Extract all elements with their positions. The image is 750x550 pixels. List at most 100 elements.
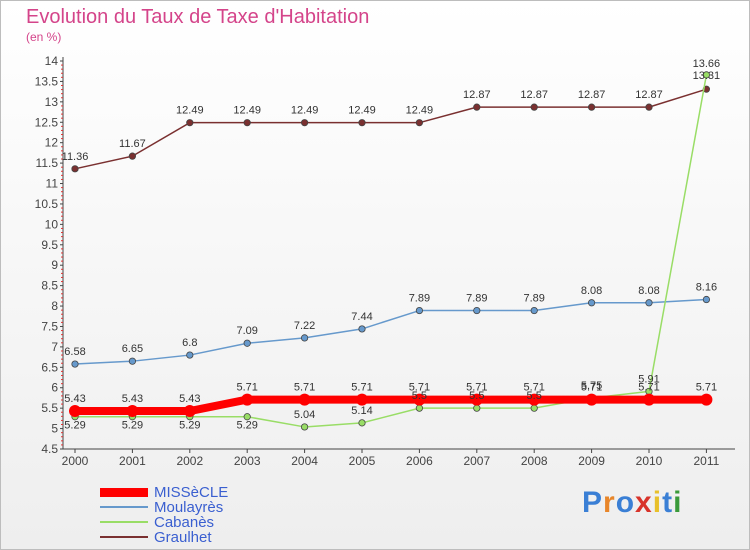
data-label: 8.08 <box>638 285 659 297</box>
data-label: 11.36 <box>62 151 89 163</box>
legend-label: Cabanès <box>154 513 215 531</box>
legend-swatch <box>100 521 148 523</box>
x-tick-label: 2000 <box>62 454 89 468</box>
data-label: 5.04 <box>294 409 315 421</box>
data-point <box>71 360 79 368</box>
data-label: 8.16 <box>696 282 717 294</box>
series-line <box>71 395 711 416</box>
data-label: 5.14 <box>351 405 372 417</box>
x-tick-label: 2002 <box>176 454 203 468</box>
y-tick-label: 4.5 <box>41 442 58 456</box>
y-tick-label: 10 <box>45 217 59 231</box>
data-label: 5.29 <box>179 420 200 432</box>
data-point <box>71 165 79 173</box>
legend-label: MISSèCLE <box>154 483 229 501</box>
brand-letter: r <box>603 486 616 519</box>
data-point <box>358 419 366 427</box>
data-point <box>700 393 713 406</box>
data-point <box>587 299 596 307</box>
data-point <box>69 405 81 418</box>
data-label: 5.71 <box>696 382 717 394</box>
x-tick-label: 2011 <box>693 454 719 468</box>
data-point <box>243 119 251 127</box>
y-tick-label: 7 <box>51 340 58 354</box>
data-label: 5.71 <box>236 382 257 394</box>
data-label: 5.5 <box>469 390 484 402</box>
data-label: 13.66 <box>693 58 721 70</box>
data-point <box>186 351 194 359</box>
brand-letter: i <box>673 486 683 519</box>
data-point <box>126 405 139 418</box>
x-tick-label: 2007 <box>463 454 490 468</box>
chart-title: Evolution du Taux de Taxe d'Habitation <box>26 6 370 28</box>
data-point <box>358 325 366 333</box>
data-label: 7.89 <box>409 293 430 305</box>
y-tick-label: 13.5 <box>35 74 59 88</box>
data-label: 8.08 <box>581 285 602 297</box>
legend-item: Cabanès <box>100 513 215 531</box>
data-point <box>587 103 596 111</box>
data-point <box>298 393 311 406</box>
data-point <box>473 306 481 315</box>
data-point <box>702 71 711 79</box>
data-label: 5.71 <box>409 382 430 394</box>
series-line <box>74 298 708 365</box>
legend-label: Graulhet <box>154 528 212 546</box>
x-tick-label: 2008 <box>521 454 548 468</box>
brand-letter: i <box>652 486 663 519</box>
y-tick-label: 5.5 <box>41 401 58 415</box>
x-tick-label: 2003 <box>234 454 261 468</box>
y-tick-label: 14 <box>45 54 59 68</box>
data-point <box>530 404 538 412</box>
data-point <box>413 393 426 406</box>
legend-swatch <box>100 487 148 497</box>
data-point <box>243 413 251 421</box>
data-label: 5.71 <box>638 382 659 394</box>
series-line <box>74 88 708 170</box>
data-label: 7.09 <box>236 325 257 337</box>
brand-logo: Proxiti <box>582 486 682 520</box>
data-label: 5.5 <box>527 390 542 402</box>
legend-swatch <box>100 536 148 538</box>
data-label: 12.49 <box>291 105 319 117</box>
data-label: 5.29 <box>122 420 143 432</box>
data-label: 12.87 <box>635 89 663 101</box>
data-point <box>643 393 655 406</box>
data-label: 12.87 <box>463 89 491 101</box>
y-tick-label: 11 <box>46 177 59 191</box>
data-point <box>128 152 136 160</box>
y-tick-label: 9 <box>51 258 58 272</box>
data-label: 7.44 <box>351 311 372 323</box>
data-point <box>702 295 711 304</box>
x-tick-label: 2006 <box>406 454 433 468</box>
legend-swatch <box>100 506 148 508</box>
data-label: 12.87 <box>520 89 548 101</box>
y-tick-label: 6.5 <box>41 360 58 374</box>
data-label: 5.29 <box>64 420 85 432</box>
data-label: 5.71 <box>466 382 487 394</box>
data-label: 5.5 <box>412 390 427 402</box>
data-label: 11.67 <box>119 138 146 150</box>
data-label: 7.22 <box>294 320 315 332</box>
legend-item: Moulayrès <box>100 499 223 516</box>
data-point <box>243 339 251 347</box>
data-point <box>415 119 423 127</box>
y-tick-label: 11.5 <box>36 156 59 170</box>
data-label: 12.49 <box>176 105 204 117</box>
brand-letter: t <box>662 486 674 519</box>
data-point <box>183 405 196 418</box>
data-label: 12.49 <box>233 105 261 117</box>
data-point <box>645 299 653 307</box>
data-label: 6.58 <box>64 346 85 358</box>
data-point <box>241 393 254 406</box>
x-tick-label: 2009 <box>578 454 605 468</box>
y-tick-label: 12.5 <box>35 115 59 129</box>
brand-letter: x <box>635 486 653 519</box>
data-point <box>300 334 309 342</box>
data-label: 6.65 <box>122 343 143 355</box>
x-tick-label: 2004 <box>291 454 318 468</box>
chart-unit-label: (en %) <box>26 30 62 44</box>
x-tick-label: 2010 <box>636 454 663 468</box>
data-point <box>645 103 653 111</box>
data-point <box>530 103 538 111</box>
